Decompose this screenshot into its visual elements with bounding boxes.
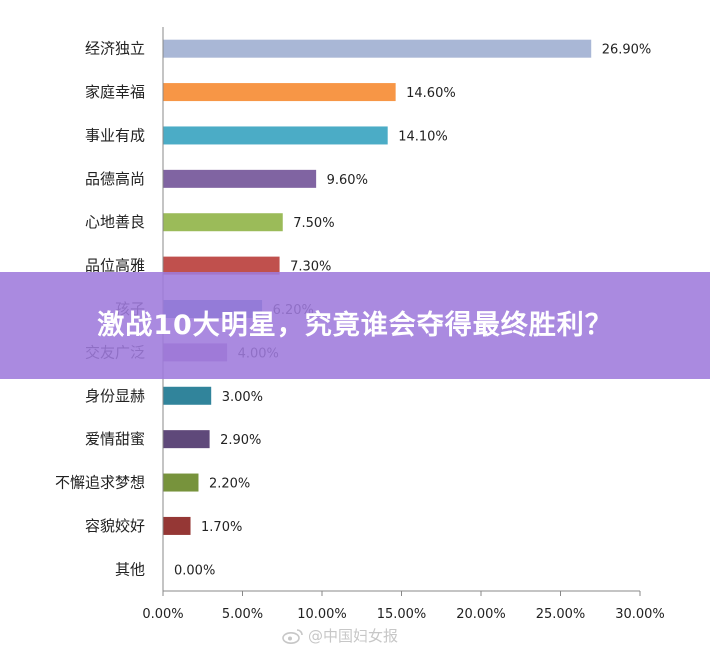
data-label: 1.70% xyxy=(201,520,242,535)
data-label: 2.20% xyxy=(209,477,250,492)
data-label: 7.30% xyxy=(290,260,331,275)
category-label: 品德高尚 xyxy=(85,170,145,188)
x-tick-label: 5.00% xyxy=(222,607,263,622)
data-label: 14.10% xyxy=(398,129,448,144)
category-label: 经济独立 xyxy=(85,40,145,58)
bar xyxy=(163,39,592,58)
bar xyxy=(163,83,396,102)
value-labels: 26.90%14.60%14.10%9.60%7.50%7.30%6.20%4.… xyxy=(174,43,651,579)
category-label: 容貌姣好 xyxy=(85,517,145,535)
x-tick-label: 30.00% xyxy=(615,607,665,622)
x-tick-labels: 0.00% 5.00% 10.00% 15.00% 20.00% 25.00% 30.00% xyxy=(142,607,664,622)
bar xyxy=(163,213,283,232)
bars xyxy=(163,39,592,535)
data-label: 7.50% xyxy=(293,216,334,231)
watermark-text: @中国妇女报 xyxy=(308,627,399,645)
bar xyxy=(163,430,210,449)
category-label: 身份显赫 xyxy=(85,387,145,405)
category-label: 家庭幸福 xyxy=(85,83,145,101)
bar xyxy=(163,386,212,405)
banner-title: 激战10大明星，究竟谁会夺得最终胜利？ xyxy=(97,309,613,341)
data-label: 2.90% xyxy=(220,433,261,448)
data-label: 0.00% xyxy=(174,563,215,578)
title-banner: 激战10大明星，究竟谁会夺得最终胜利？ xyxy=(0,272,710,379)
category-label: 其他 xyxy=(115,560,145,578)
bar xyxy=(163,169,317,188)
category-label: 爱情甜蜜 xyxy=(85,430,145,448)
x-tick-label: 25.00% xyxy=(536,607,586,622)
data-label: 26.90% xyxy=(602,43,652,58)
category-label: 品位高雅 xyxy=(85,257,145,275)
category-label: 不懈追求梦想 xyxy=(55,474,145,492)
data-label: 14.60% xyxy=(406,86,456,101)
x-tick-label: 10.00% xyxy=(297,607,347,622)
data-label: 9.60% xyxy=(327,173,368,188)
data-label: 3.00% xyxy=(222,390,263,405)
bar xyxy=(163,256,280,275)
bar xyxy=(163,126,388,145)
weibo-icon xyxy=(282,628,303,644)
category-label: 事业有成 xyxy=(85,126,145,144)
x-tick-label: 0.00% xyxy=(142,607,183,622)
x-tick-label: 20.00% xyxy=(456,607,506,622)
watermark: @中国妇女报 xyxy=(282,625,398,646)
bar xyxy=(163,516,191,535)
category-label: 心地善良 xyxy=(85,213,145,231)
x-tick-label: 15.00% xyxy=(377,607,427,622)
bar xyxy=(163,473,199,492)
